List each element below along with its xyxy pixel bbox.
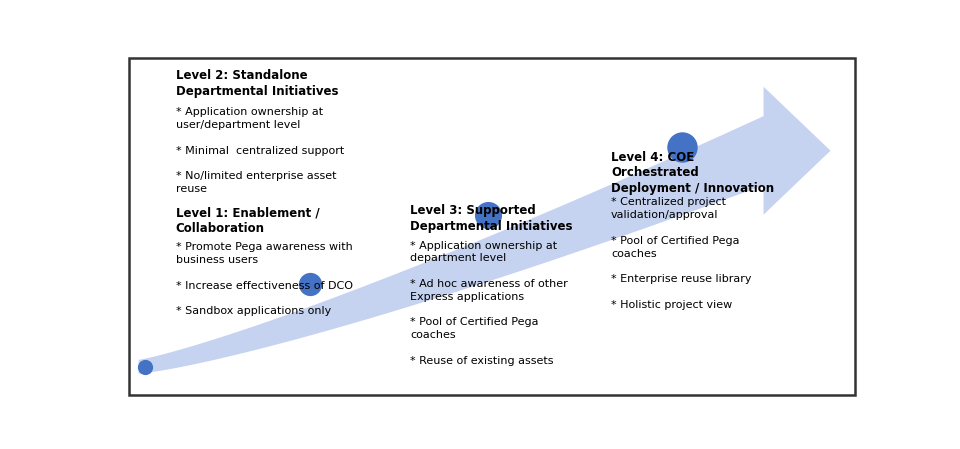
Text: Level 1: Enablement /
Collaboration: Level 1: Enablement / Collaboration [176, 206, 320, 234]
Text: * Promote Pega awareness with
business users

* Increase effectiveness of DCO

*: * Promote Pega awareness with business u… [176, 242, 353, 316]
Point [674, 144, 689, 151]
Text: * Centralized project
validation/approval

* Pool of Certified Pega
coaches

* E: * Centralized project validation/approva… [611, 198, 752, 310]
FancyBboxPatch shape [129, 58, 855, 396]
Text: Level 2: Standalone
Departmental Initiatives: Level 2: Standalone Departmental Initiat… [176, 70, 338, 98]
Text: Level 3: Supported
Departmental Initiatives: Level 3: Supported Departmental Initiati… [410, 204, 573, 233]
Text: Level 4: COE
Orchestrated
Deployment / Innovation: Level 4: COE Orchestrated Deployment / I… [611, 151, 774, 195]
Polygon shape [138, 87, 830, 374]
Point [137, 363, 153, 370]
Point [481, 211, 496, 218]
Point [302, 280, 318, 287]
Text: * Application ownership at
user/department level

* Minimal  centralized support: * Application ownership at user/departme… [176, 107, 344, 194]
Text: * Application ownership at
department level

* Ad hoc awareness of other
Express: * Application ownership at department le… [410, 241, 568, 366]
